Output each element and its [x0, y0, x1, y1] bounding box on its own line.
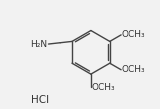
Text: HCl: HCl	[31, 95, 49, 105]
Text: OCH₃: OCH₃	[92, 83, 115, 92]
Text: OCH₃: OCH₃	[122, 30, 145, 39]
Text: OCH₃: OCH₃	[122, 65, 145, 74]
Text: H₂N: H₂N	[30, 40, 48, 49]
